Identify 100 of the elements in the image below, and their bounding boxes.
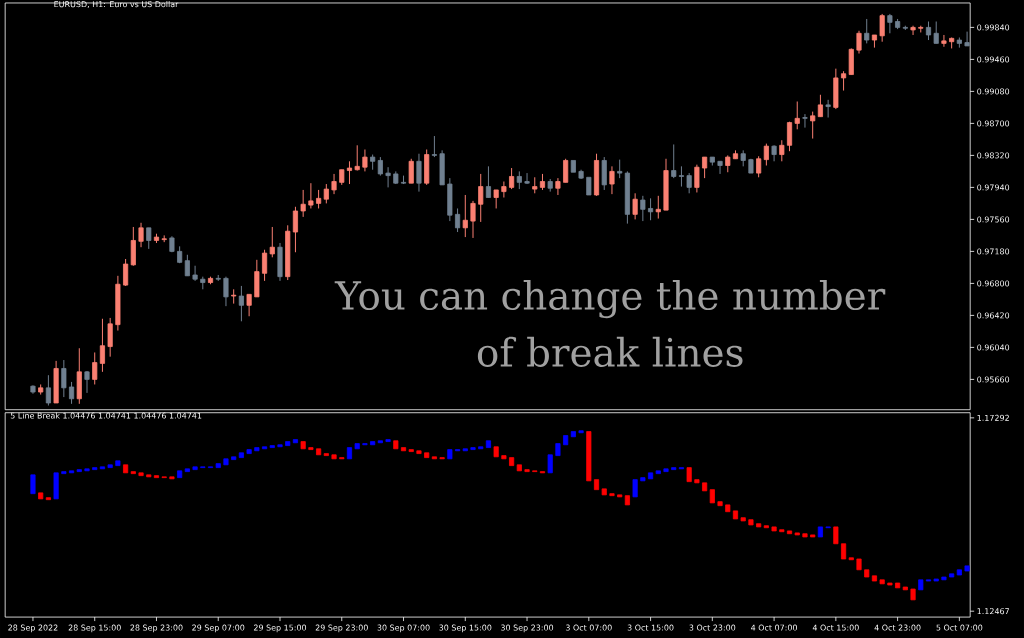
candlestick [362, 443, 368, 446]
candlestick [802, 533, 808, 538]
candlestick [810, 111, 816, 140]
candlestick [192, 466, 198, 471]
candlestick [925, 21, 932, 41]
candlestick [648, 472, 654, 480]
candlestick [609, 165, 615, 195]
candlestick [269, 226, 275, 258]
candlestick [532, 470, 538, 473]
candlestick [485, 165, 492, 199]
candlestick [717, 501, 723, 507]
candlestick [485, 440, 492, 448]
candlestick [779, 529, 785, 533]
candlestick [663, 468, 669, 473]
candlestick [30, 474, 36, 495]
candlestick [300, 441, 306, 450]
candlestick [640, 195, 646, 222]
candlestick [292, 439, 298, 444]
candlestick [262, 446, 268, 450]
candlestick [555, 177, 561, 196]
candlestick [509, 457, 515, 467]
candlestick [300, 189, 306, 218]
candlestick [686, 467, 692, 483]
candlestick [231, 456, 237, 460]
candlestick [555, 443, 561, 456]
candlestick [123, 464, 129, 474]
candlestick [516, 464, 522, 472]
candlestick [655, 195, 661, 220]
candlestick [416, 153, 422, 193]
candlestick [200, 466, 206, 469]
candlestick [61, 471, 67, 475]
candlestick [231, 288, 237, 305]
candlestick [539, 471, 546, 474]
candlestick [671, 467, 677, 471]
candlestick [717, 160, 723, 175]
candlestick [238, 285, 244, 322]
candlestick [825, 99, 831, 119]
candlestick [617, 159, 623, 179]
candlestick [308, 182, 314, 209]
candlestick [169, 476, 175, 480]
candlestick [107, 317, 113, 358]
candlestick [632, 479, 638, 498]
candlestick [462, 448, 468, 452]
candlestick [99, 466, 105, 470]
candlestick [331, 173, 337, 195]
candlestick [786, 530, 793, 535]
candlestick [161, 476, 167, 479]
candlestick [902, 586, 908, 591]
candlestick [856, 30, 862, 55]
candlestick [192, 265, 198, 282]
candlestick [354, 144, 360, 172]
candlestick [933, 578, 939, 582]
candlestick [887, 582, 893, 586]
candlestick [478, 446, 484, 450]
candlestick [871, 575, 878, 582]
candlestick [362, 149, 368, 172]
candlestick [841, 70, 847, 92]
candlestick [786, 121, 793, 152]
candlestick [501, 455, 507, 460]
candlestick [671, 143, 677, 179]
annotation: You can change the number of break lines [334, 280, 886, 367]
candlestick [292, 206, 298, 253]
candlestick [285, 441, 291, 446]
candlestick [269, 445, 275, 448]
candlestick [146, 474, 152, 478]
candlestick [184, 468, 190, 473]
candlestick [92, 351, 98, 385]
candlestick [933, 21, 939, 44]
candlestick [694, 479, 700, 484]
candlestick [563, 158, 569, 183]
candlestick [640, 477, 646, 482]
candlestick [323, 183, 329, 204]
candlestick [748, 519, 754, 526]
candlestick [802, 113, 808, 129]
candlestick [123, 258, 129, 287]
candlestick [949, 573, 955, 578]
candlestick [107, 464, 113, 469]
candlestick [756, 523, 762, 528]
candlestick [223, 276, 229, 307]
candlestick [856, 558, 862, 571]
candlestick [130, 471, 136, 475]
candlestick [393, 440, 399, 450]
candlestick [794, 101, 800, 130]
candlestick [678, 467, 685, 470]
candlestick [740, 517, 746, 522]
candlestick [455, 449, 461, 452]
candlestick [570, 431, 576, 438]
candlestick [408, 449, 414, 452]
candlestick [346, 447, 353, 460]
candlestick [732, 510, 739, 520]
candlestick [99, 318, 105, 373]
candlestick [45, 374, 51, 407]
candlestick [879, 579, 885, 585]
candlestick [308, 447, 314, 450]
candlestick [84, 468, 90, 472]
candlestick [431, 456, 437, 460]
candlestick [92, 467, 98, 471]
candlestick [794, 532, 800, 536]
candlestick [470, 200, 476, 239]
candlestick [177, 470, 183, 479]
